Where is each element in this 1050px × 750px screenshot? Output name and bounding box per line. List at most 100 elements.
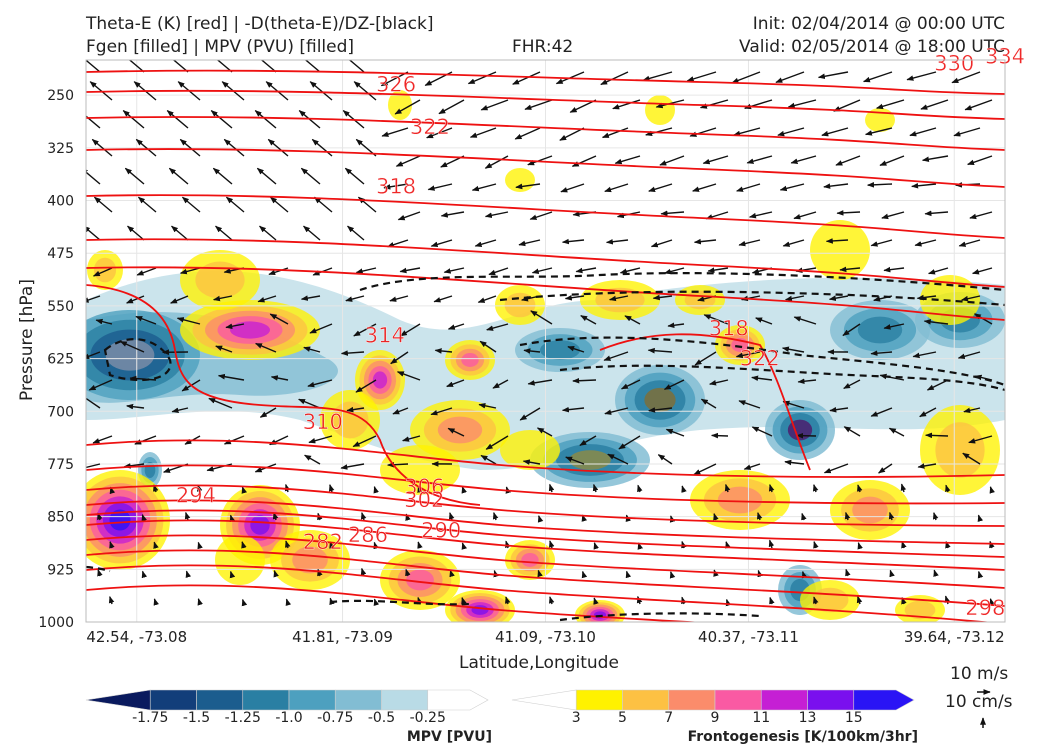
wind-vector <box>564 294 585 301</box>
colorbar-swatch <box>381 689 429 711</box>
wind-vector <box>843 379 861 390</box>
wind-vector <box>93 196 113 213</box>
wind-vector <box>909 127 937 137</box>
wind-vector <box>637 484 643 493</box>
colorbar-swatch <box>575 689 623 711</box>
colorbar-tick: 3 <box>572 710 581 726</box>
wind-vector <box>958 239 981 247</box>
wind-vector <box>254 110 277 129</box>
wind-vector <box>856 595 863 605</box>
wind-vector <box>531 267 553 274</box>
wind-vector <box>953 127 981 137</box>
mpv-colorbar: -1.75 -1.5 -1.25 -1.0 -0.75 -0.5 -0.25 MPV [PVU… <box>85 689 492 745</box>
forecast-hour: FHR:42 <box>512 37 574 57</box>
theta-e-line <box>86 464 1005 505</box>
wind-vector <box>92 267 113 277</box>
wind-vector <box>440 211 465 218</box>
wind-vector <box>309 81 333 101</box>
wind-vector <box>480 99 509 111</box>
wind-vector <box>751 426 773 437</box>
wind-vector <box>743 463 761 470</box>
wind-vector <box>268 267 289 276</box>
wind-vector <box>515 183 541 190</box>
wind-vector <box>977 570 984 579</box>
wind-vector <box>529 211 553 220</box>
colorbar-swatch <box>334 689 382 711</box>
field-blob <box>505 168 535 192</box>
wind-vector <box>839 266 861 273</box>
wind-vector <box>86 295 101 303</box>
x-axis-ticks: 42.54, -73.08 41.81, -73.09 41.09, -73.10 4… <box>86 628 1004 646</box>
wind-vector <box>136 267 157 276</box>
wind-vector <box>212 167 233 185</box>
wind-vector <box>917 463 937 469</box>
wind-vector <box>394 99 421 115</box>
x-tick-label: 40.37, -73.11 <box>698 628 799 646</box>
wind-vector <box>469 127 497 138</box>
wind-vector <box>604 183 629 193</box>
wind-vector <box>738 239 761 247</box>
wind-vector <box>141 570 148 579</box>
wind-vector <box>536 427 553 437</box>
wind-vector <box>285 540 291 549</box>
wind-vector <box>636 595 643 605</box>
wind-vector <box>134 435 157 445</box>
wind-vector <box>171 407 189 413</box>
wind-vector <box>512 71 541 85</box>
wind-vector <box>390 351 409 365</box>
colorbar-tick: 9 <box>711 710 720 726</box>
y-tick-label: 625 <box>47 352 74 368</box>
y-tick-label: 775 <box>47 457 74 473</box>
plot-frame <box>85 59 1006 623</box>
wind-vector <box>971 267 993 275</box>
wind-vector <box>702 155 729 165</box>
wind-vector <box>97 569 103 577</box>
field-blob <box>292 546 328 574</box>
theta-e-label: 326 <box>376 73 416 97</box>
field-blob <box>109 509 131 531</box>
colorbar-label: MPV [PVU] <box>407 729 492 745</box>
wind-vector <box>449 569 455 578</box>
colorbar-tick: -1.5 <box>183 710 210 726</box>
theta-e-line <box>86 116 1005 151</box>
wind-vector <box>328 484 335 493</box>
y-tick-label: 700 <box>47 404 74 420</box>
wind-vector <box>968 435 993 444</box>
wind-vector <box>402 435 421 442</box>
wind-vector <box>257 295 277 303</box>
wind-vector <box>467 71 497 85</box>
wind-vector <box>870 239 893 247</box>
dashed-contour <box>86 565 111 573</box>
wind-vector <box>793 316 817 325</box>
dashed-contour <box>519 336 1005 387</box>
wind-vector <box>920 99 949 110</box>
colorbar-tick: 7 <box>664 710 673 726</box>
theta-e-line <box>86 484 1005 527</box>
wind-vector <box>522 459 541 465</box>
wind-vector <box>775 71 805 84</box>
wind-vector <box>665 428 685 437</box>
wind-vector <box>879 155 905 166</box>
wind-vector <box>355 267 377 274</box>
wind-vector <box>269 196 289 213</box>
wind-vector <box>126 403 145 410</box>
colorbar-tick: 11 <box>752 710 770 726</box>
wind-vector <box>172 60 189 73</box>
wind-vector <box>505 596 511 605</box>
wind-vector <box>229 514 236 523</box>
wind-vector <box>353 81 377 101</box>
reference-vector-arrows <box>977 689 991 728</box>
title-left-line1: Theta-E (K) [red] | -D(theta-E)/DZ-[blac… <box>86 14 434 34</box>
wind-vector <box>876 99 905 110</box>
wind-vector <box>300 167 321 185</box>
wind-vector <box>255 342 277 353</box>
dashed-contour <box>499 290 1005 307</box>
wind-vector <box>548 483 555 493</box>
wind-vector <box>864 127 893 136</box>
wind-vector <box>430 239 453 248</box>
theta-e-line <box>86 148 1005 188</box>
wind-vector <box>518 239 541 247</box>
valid-time: Valid: 02/05/2014 @ 18:00 UTC <box>739 37 1005 57</box>
wind-vector <box>782 400 805 409</box>
wind-vector <box>480 454 497 465</box>
